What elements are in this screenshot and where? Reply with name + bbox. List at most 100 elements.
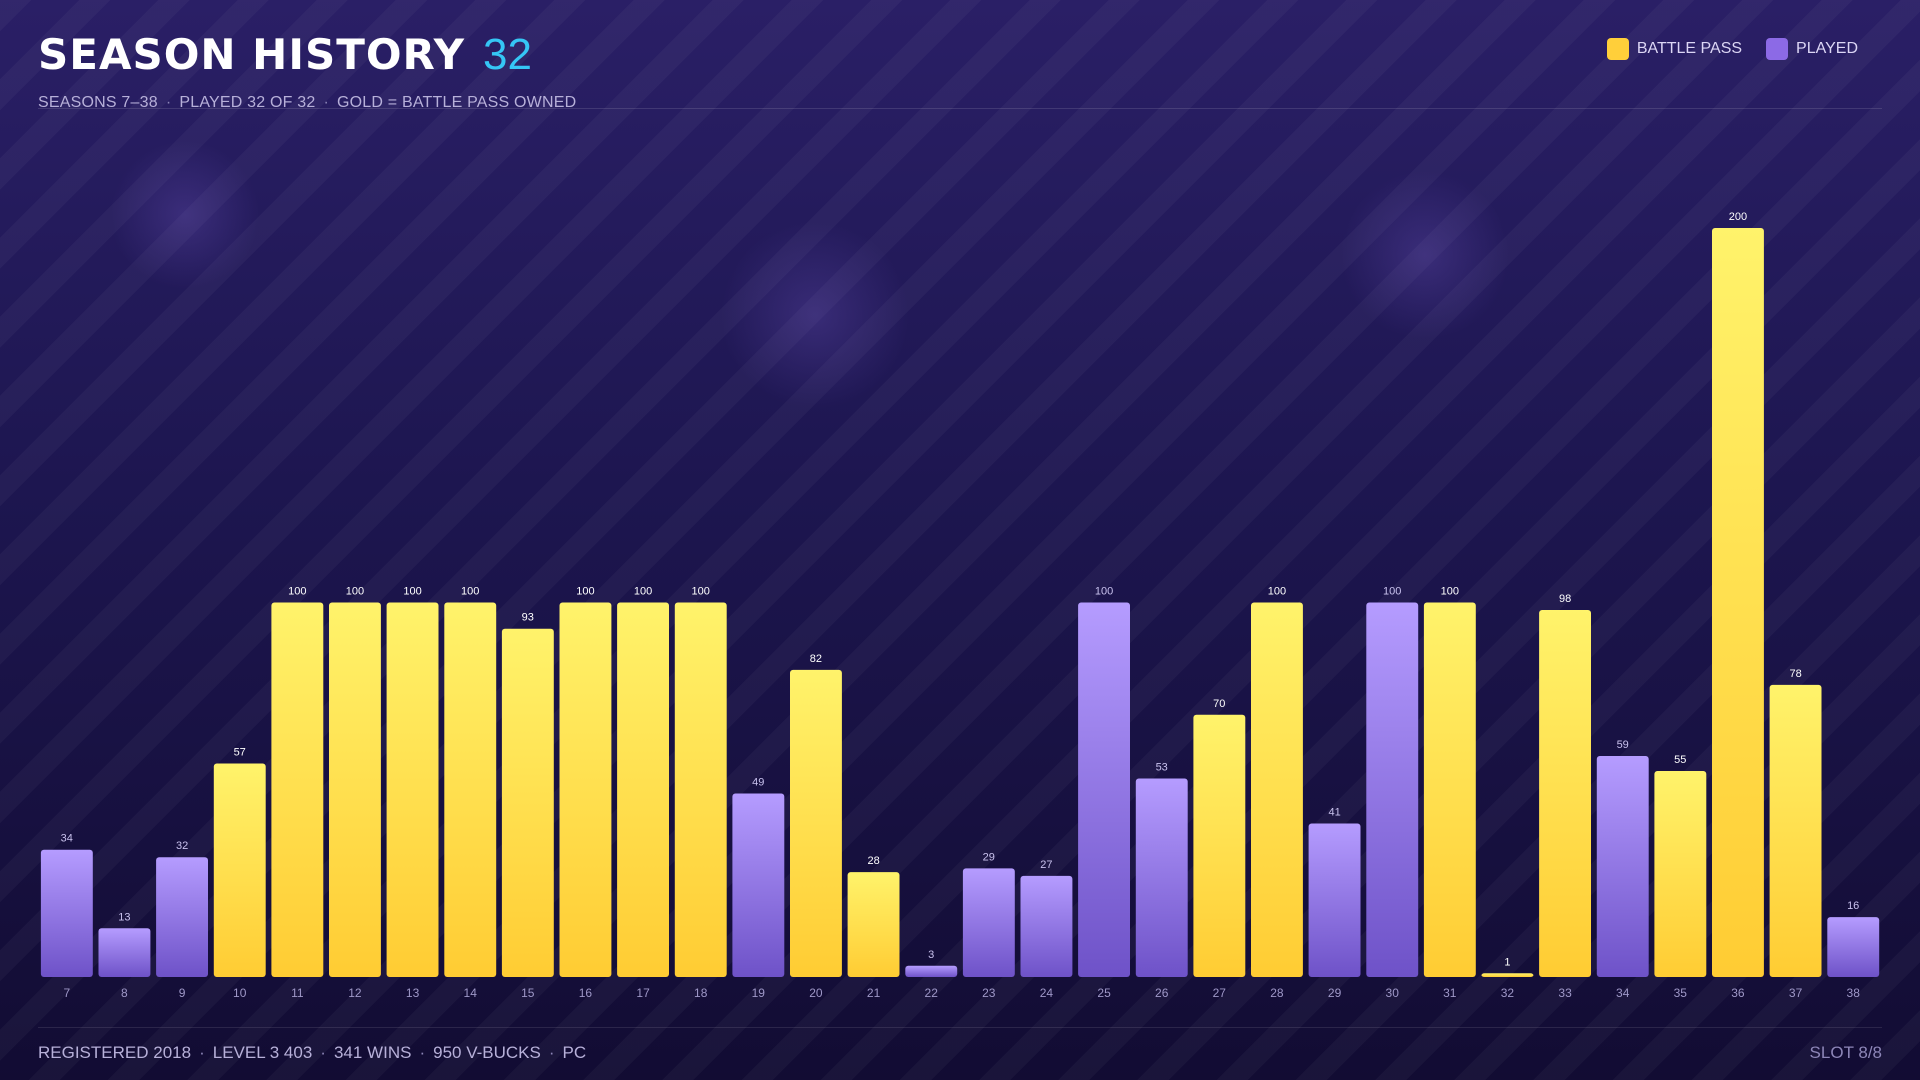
value-label: 70 xyxy=(1213,698,1225,710)
value-label: 100 xyxy=(576,586,594,598)
x-tick-label: 36 xyxy=(1731,986,1745,1000)
x-tick-label: 23 xyxy=(982,986,996,1000)
bar-season-14 xyxy=(444,602,497,977)
x-tick-label: 18 xyxy=(694,986,708,1000)
value-label: 82 xyxy=(810,653,822,665)
subtitle-played: PLAYED 32 OF 32 xyxy=(179,94,316,111)
footer-stats: REGISTERED 2018 · LEVEL 3 403 · 341 WINS · 950… xyxy=(38,1043,586,1063)
bar-season-38 xyxy=(1827,917,1880,977)
value-label: 53 xyxy=(1156,762,1168,774)
header-divider xyxy=(38,108,1882,109)
bar-season-36 xyxy=(1712,228,1764,977)
x-tick-label: 24 xyxy=(1040,986,1054,1000)
value-label: 49 xyxy=(752,777,764,789)
legend: BATTLE PASS PLAYED xyxy=(1606,38,1858,60)
registered-year: REGISTERED 2018 xyxy=(38,1043,192,1062)
bar-season-25 xyxy=(1078,602,1130,977)
account-level: LEVEL 3 403 xyxy=(212,1043,313,1062)
bar-season-19 xyxy=(732,793,785,977)
x-tick-label: 11 xyxy=(291,986,304,1000)
value-label: 100 xyxy=(1441,586,1459,598)
footer-divider xyxy=(38,1027,1882,1028)
value-label: 57 xyxy=(234,747,246,759)
wins-count: 341 WINS xyxy=(333,1043,412,1062)
battle-pass-swatch xyxy=(1606,38,1629,60)
value-label: 100 xyxy=(1383,586,1401,598)
bar-season-8 xyxy=(98,928,151,977)
x-tick-label: 20 xyxy=(809,986,823,1000)
chart-header: SEASON HISTORY 32 SEASONS 7–38 · PLAYED 32… xyxy=(38,30,576,112)
bar-season-22 xyxy=(905,965,958,977)
x-tick-label: 25 xyxy=(1097,986,1111,1000)
bar-season-31 xyxy=(1423,602,1476,977)
value-label: 29 xyxy=(983,851,995,863)
slot-indicator: SLOT 8/8 xyxy=(1809,1043,1882,1062)
bar-season-24 xyxy=(1020,875,1073,977)
value-label: 28 xyxy=(867,855,879,867)
bar-season-23 xyxy=(962,868,1015,977)
value-label: 100 xyxy=(403,586,421,598)
bar-season-7 xyxy=(40,849,93,977)
x-tick-label: 30 xyxy=(1386,986,1400,1000)
separator-dot: · xyxy=(165,94,172,111)
bar-season-33 xyxy=(1539,610,1591,977)
separator-dot: · xyxy=(548,1043,555,1062)
value-label: 41 xyxy=(1328,807,1340,819)
x-tick-label: 33 xyxy=(1558,986,1572,1000)
vbucks-balance: 950 V-BUCKS xyxy=(433,1043,541,1062)
x-tick-label: 35 xyxy=(1674,986,1688,1000)
bar-season-15 xyxy=(501,628,554,977)
value-label: 78 xyxy=(1789,668,1801,680)
season-count: 32 xyxy=(483,30,532,79)
bar-season-34 xyxy=(1596,756,1649,977)
bars-group xyxy=(40,228,1880,977)
value-label: 200 xyxy=(1729,211,1747,223)
x-tick-label: 13 xyxy=(406,986,420,1000)
value-label: 98 xyxy=(1559,593,1571,605)
x-tick-label: 17 xyxy=(636,986,650,1000)
value-label: 27 xyxy=(1040,859,1052,871)
legend-item-played: PLAYED xyxy=(1766,38,1858,60)
separator-dot: · xyxy=(320,1043,326,1062)
bar-season-20 xyxy=(790,669,842,977)
subtitle-seasons: SEASONS 7–38 xyxy=(38,94,158,111)
page-title: SEASON HISTORY 32 xyxy=(38,30,576,80)
x-tick-label: 29 xyxy=(1328,986,1342,1000)
bar-season-18 xyxy=(674,602,727,977)
bar-season-29 xyxy=(1308,823,1361,977)
bar-season-28 xyxy=(1251,602,1303,977)
x-tick-label: 27 xyxy=(1213,986,1227,1000)
separator-dot: · xyxy=(199,1043,205,1062)
x-tick-label: 14 xyxy=(464,986,478,1000)
value-labels-group: 34 13 32 57 100 100 100 100 93 100 100 100 49 82 28 3 29… xyxy=(61,211,1860,968)
x-tick-label: 38 xyxy=(1847,986,1861,1000)
bar-season-26 xyxy=(1135,778,1188,977)
bar-season-27 xyxy=(1193,714,1246,977)
x-tick-label: 31 xyxy=(1443,986,1457,1000)
value-label: 59 xyxy=(1617,739,1629,751)
subtitle-legend-note: GOLD = BATTLE PASS OWNED xyxy=(336,94,577,111)
x-tick-label: 32 xyxy=(1501,986,1515,1000)
x-tick-label: 16 xyxy=(579,986,593,1000)
value-label: 100 xyxy=(288,586,306,598)
bar-season-9 xyxy=(156,857,208,977)
x-tick-label: 21 xyxy=(867,986,881,1000)
bar-season-30 xyxy=(1366,602,1419,977)
played-swatch xyxy=(1766,38,1789,60)
bar-season-35 xyxy=(1654,771,1707,977)
bar-season-37 xyxy=(1769,684,1822,977)
value-label: 55 xyxy=(1674,754,1686,766)
value-label: 16 xyxy=(1847,900,1859,912)
x-tick-label: 34 xyxy=(1616,986,1630,1000)
bar-season-32 xyxy=(1481,973,1534,977)
bar-season-10 xyxy=(213,763,266,977)
legend-label: BATTLE PASS xyxy=(1636,40,1743,57)
x-tick-label: 15 xyxy=(521,986,535,1000)
value-label: 13 xyxy=(118,911,130,923)
x-tick-label: 19 xyxy=(752,986,766,1000)
value-label: 3 xyxy=(928,949,934,961)
tick-labels-group: 7 8 9 10 11 12 13 14 15 16 17 18 19 20 21 22 23 24 25 26 27 2… xyxy=(63,986,1860,1000)
x-tick-label: 8 xyxy=(121,986,128,1000)
platform: PC xyxy=(562,1043,587,1062)
